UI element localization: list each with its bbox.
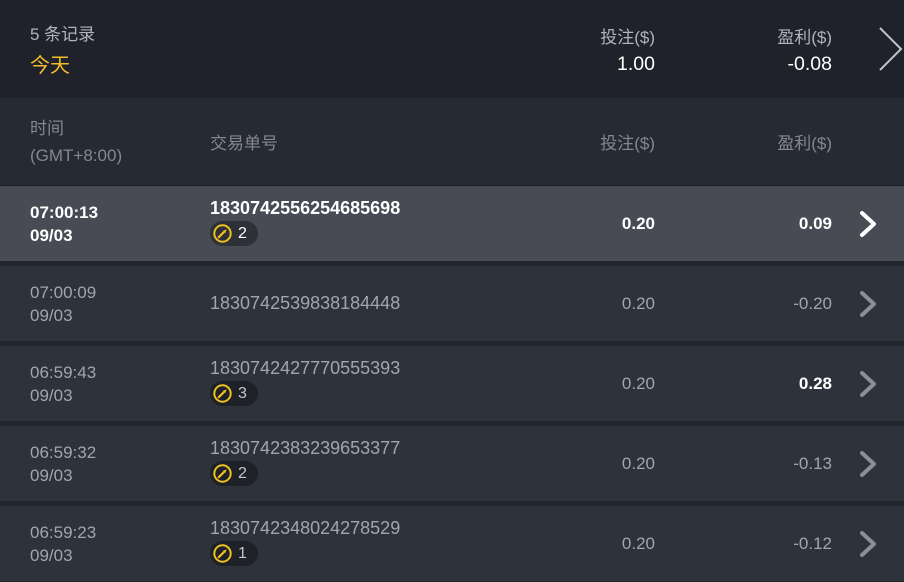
column-profit-label: 盈利($) [777,134,832,153]
bet-value: 0.20 [621,533,655,553]
rounds-badge: 1 [210,541,258,566]
column-order-label: 交易单号 [210,134,278,153]
gauge-icon [213,544,232,563]
order-cell: 1830742539838184448 [210,293,440,314]
time-cell: 06:59:23 09/03 [30,522,97,565]
order-cell: 1830742427770555393 3 [210,358,440,409]
bet-value: 0.20 [621,453,655,473]
chevron-right-icon[interactable] [858,289,878,319]
summary-bet-label: 投注($) [600,27,655,47]
profit-value: -0.12 [793,533,832,553]
rounds-count: 2 [238,224,247,242]
gauge-icon [213,384,232,403]
summary-bet-value: 1.00 [617,52,655,75]
order-id: 1830742348024278529 [210,518,401,538]
summary-profit: 盈利($) -0.08 [655,23,832,76]
rounds-count: 2 [238,464,247,482]
column-timezone-label: (GMT+8:00) [30,145,123,165]
rounds-badge: 2 [210,461,258,486]
summary-left: 5 条记录 今天 [0,20,440,78]
order-id: 1830742427770555393 [210,358,401,378]
column-bet-label: 投注($) [600,134,655,153]
column-time-label: 时间 [30,118,64,138]
table-row[interactable]: 06:59:32 09/03 1830742383239653377 2 0.20… [0,426,904,506]
rounds-count: 3 [238,384,247,402]
profit-value: 0.28 [798,373,832,393]
time-cell: 06:59:43 09/03 [30,362,97,405]
order-id: 1830742556254685698 [210,198,401,218]
chevron-right-icon[interactable] [877,23,904,75]
chevron-right-icon[interactable] [858,209,878,239]
summary-profit-value: -0.08 [787,52,832,75]
chevron-right-icon[interactable] [858,449,878,479]
rounds-badge: 3 [210,381,258,406]
order-id: 1830742539838184448 [210,293,401,313]
order-id: 1830742383239653377 [210,438,401,458]
bet-value: 0.20 [621,293,655,313]
profit-value: 0.09 [798,213,832,233]
bet-value: 0.20 [621,213,655,233]
date-filter-label: 今天 [30,55,70,77]
gauge-icon [213,464,232,483]
profit-value: -0.20 [793,293,832,313]
order-cell: 1830742556254685698 2 [210,198,440,249]
gauge-icon [213,224,232,243]
table-row[interactable]: 07:00:13 09/03 1830742556254685698 2 0.20… [0,186,904,266]
bet-value: 0.20 [621,373,655,393]
summary-profit-label: 盈利($) [777,27,832,47]
order-cell: 1830742348024278529 1 [210,518,440,569]
time-cell: 07:00:09 09/03 [30,282,97,325]
table-row[interactable]: 06:59:23 09/03 1830742348024278529 1 0.20… [0,506,904,582]
chevron-right-icon[interactable] [858,369,878,399]
table-row[interactable]: 07:00:09 09/03 1830742539838184448 0.20 -… [0,266,904,346]
profit-value: -0.13 [793,453,832,473]
rounds-count: 1 [238,544,247,562]
time-cell: 07:00:13 09/03 [30,202,99,245]
table-row[interactable]: 06:59:43 09/03 1830742427770555393 3 0.20… [0,346,904,426]
summary-bar[interactable]: 5 条记录 今天 投注($) 1.00 盈利($) -0.08 [0,0,904,98]
summary-bet: 投注($) 1.00 [440,23,655,76]
order-cell: 1830742383239653377 2 [210,438,440,489]
chevron-right-icon[interactable] [858,529,878,559]
rounds-badge: 2 [210,221,258,246]
table-header: 时间 (GMT+8:00) 交易单号 投注($) 盈利($) [0,98,904,186]
records-count: 5 条记录 [30,25,96,44]
column-time: 时间 (GMT+8:00) [0,115,210,169]
time-cell: 06:59:32 09/03 [30,442,97,485]
